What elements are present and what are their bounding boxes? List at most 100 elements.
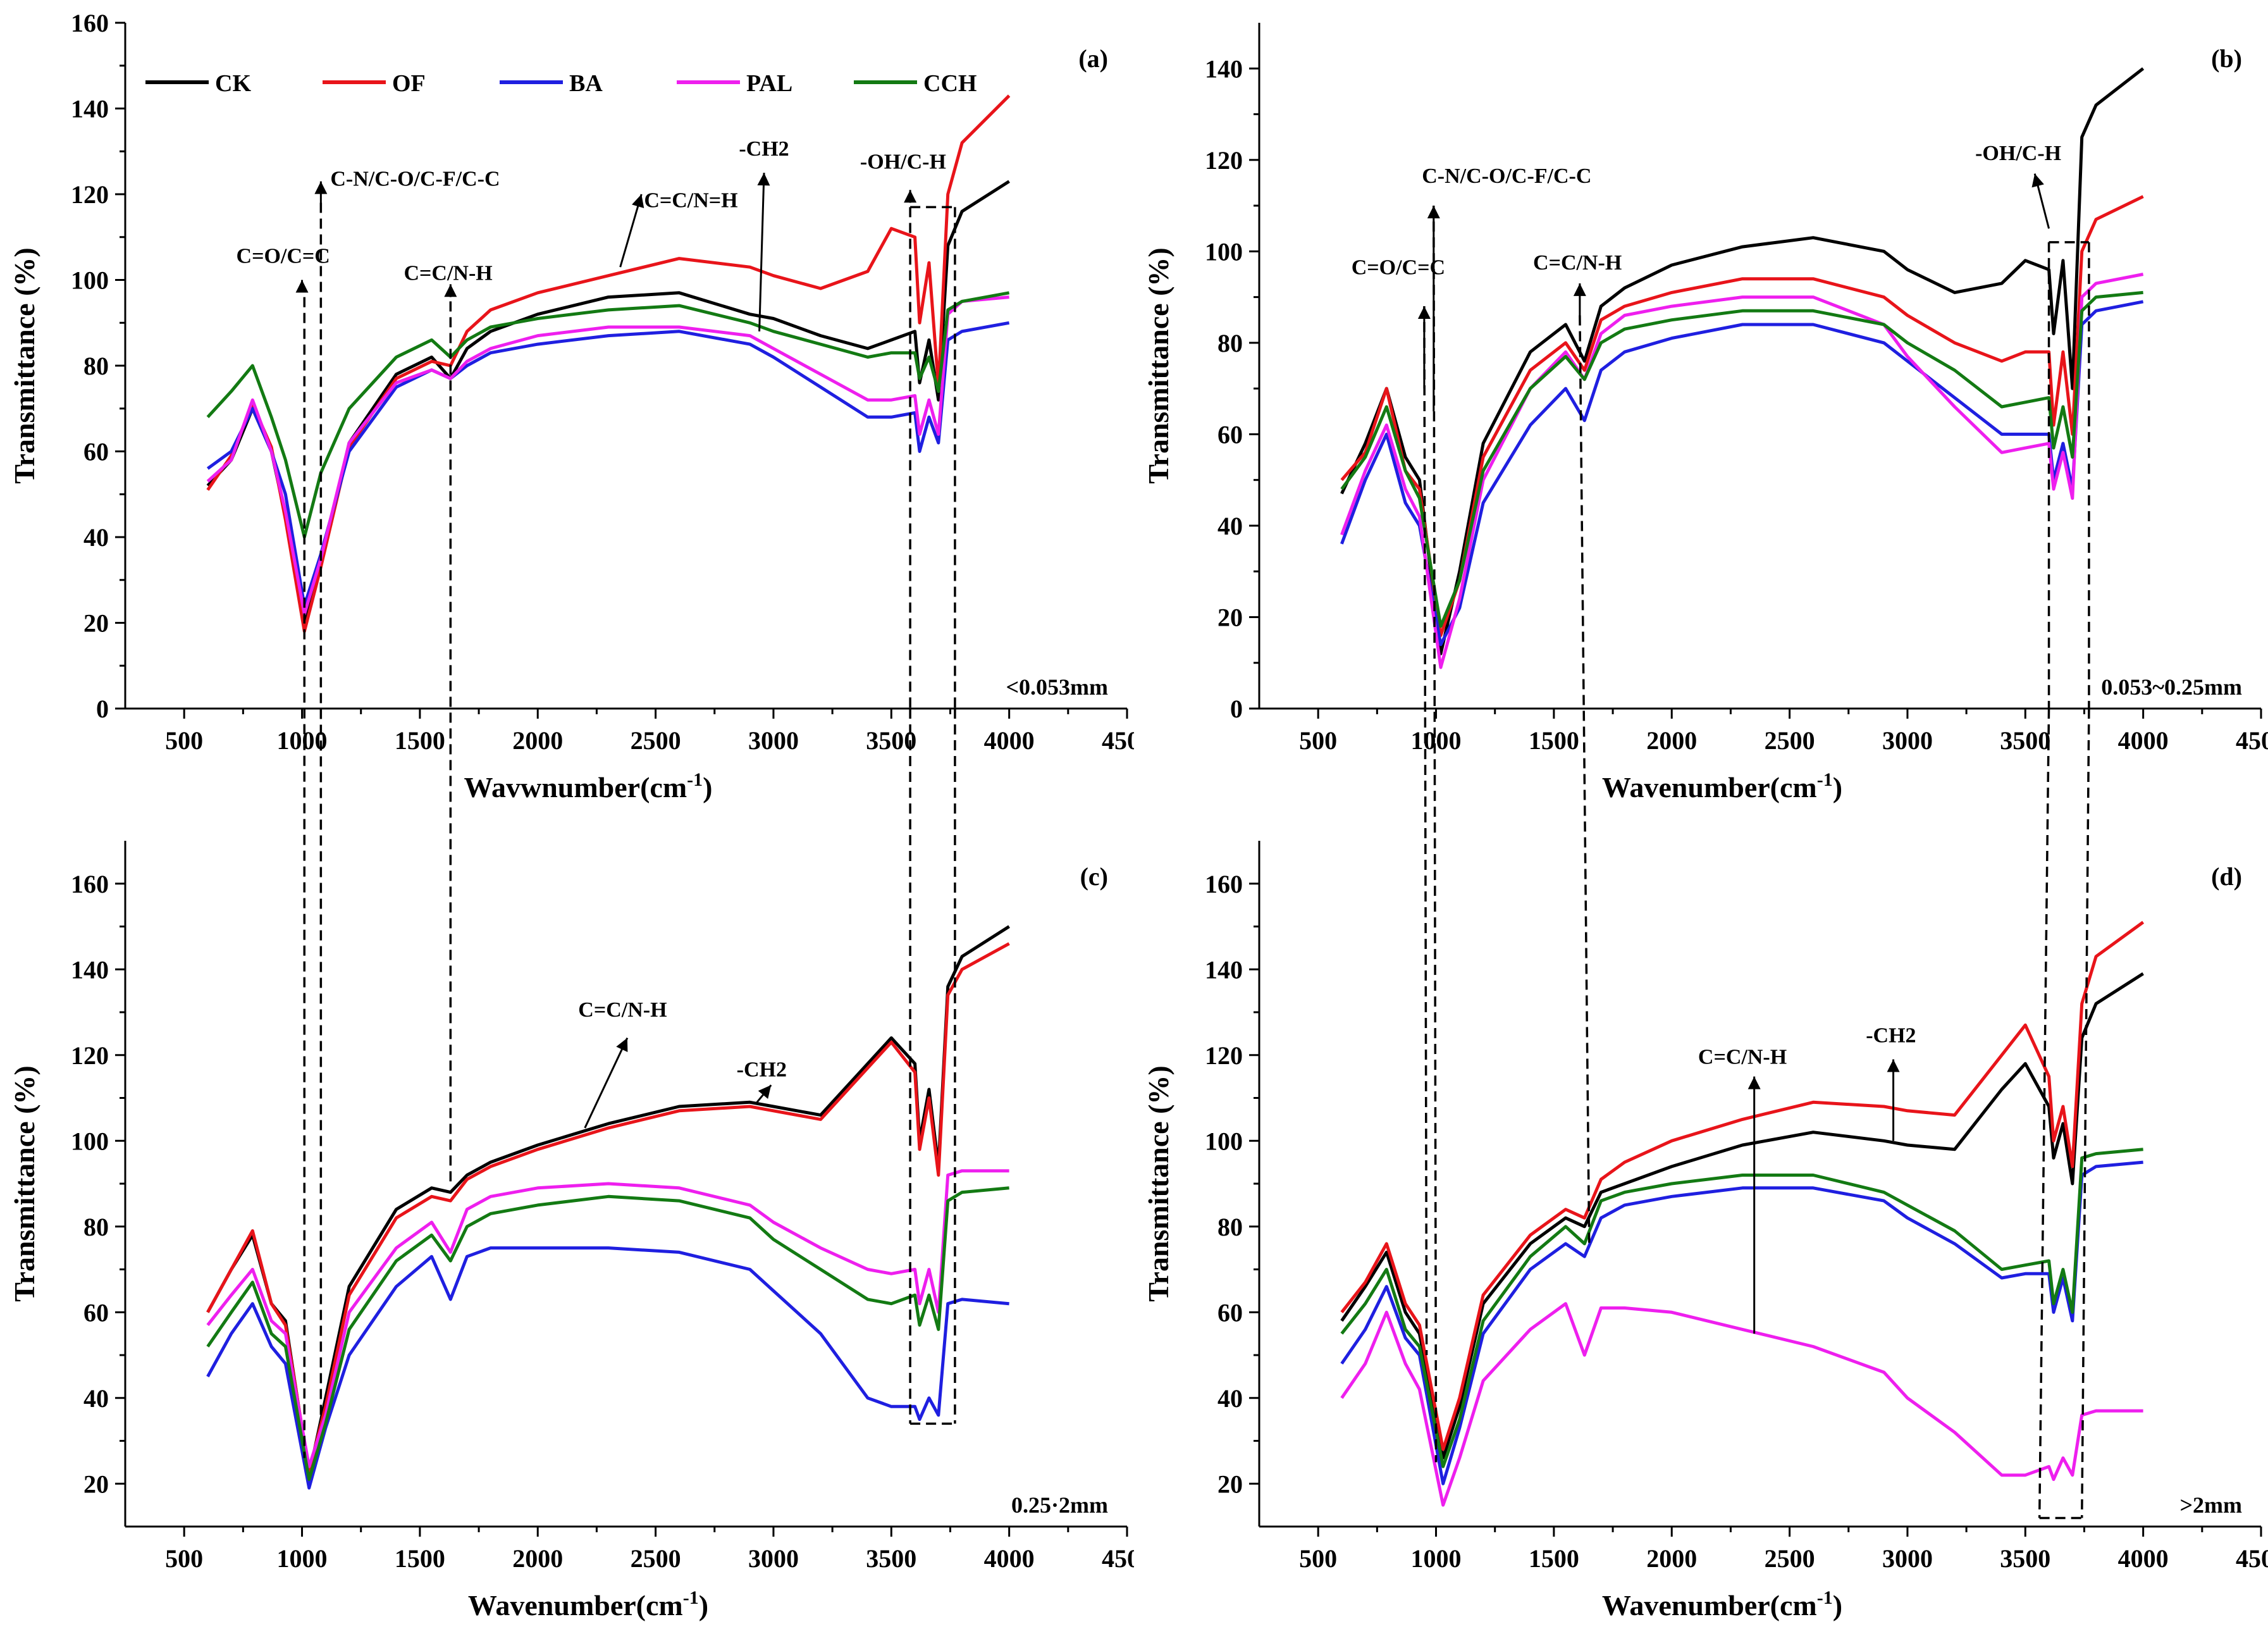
annotation-label: -OH/C-H	[1975, 142, 2061, 165]
y-tick-label: 100	[71, 266, 109, 295]
x-tick-label: 2500	[631, 1544, 681, 1573]
x-tick-label: 1000	[277, 726, 328, 755]
x-axis-title-sup: -1	[1817, 769, 1833, 790]
y-tick-label: 140	[71, 955, 109, 984]
y-tick-label: 160	[1205, 870, 1243, 898]
y-tick-label: 120	[71, 1041, 109, 1070]
x-axis-title: Wavenumber(cm-1)	[1602, 769, 1842, 803]
y-tick-label: 160	[71, 9, 109, 37]
series-pal-line	[1340, 273, 2144, 669]
annotation-arrowhead	[295, 280, 309, 293]
x-tick-label: 500	[1299, 726, 1337, 755]
y-axis-title: Transmittance (%)	[1142, 1065, 1174, 1301]
annotation-label: C=C/N-H	[1698, 1045, 1787, 1069]
panel-label: (b)	[2211, 44, 2242, 73]
annotation-label: C-N/C-O/C-F/C-C	[330, 167, 500, 190]
size-label: 0.053~0.25mm	[2101, 674, 2242, 700]
y-tick-label: 60	[1217, 1298, 1243, 1327]
y-tick-label: 40	[1217, 512, 1243, 540]
series-of-line	[206, 94, 1011, 633]
y-tick-label: 60	[83, 1298, 109, 1327]
x-tick-label: 3500	[866, 1544, 916, 1573]
annotation-label: C=C/N-H	[1533, 251, 1622, 275]
x-tick-label: 2000	[1646, 726, 1697, 755]
y-tick-label: 100	[1205, 1127, 1243, 1155]
y-tick-label: 120	[1205, 1041, 1243, 1070]
x-tick-label: 1000	[1411, 1544, 1462, 1573]
size-label: >2mm	[2180, 1492, 2243, 1518]
series-cch-line	[1340, 1148, 2143, 1468]
annotation-arrowhead	[616, 1038, 628, 1053]
legend-label-of: OF	[392, 70, 426, 97]
annotation-arrowhead	[444, 284, 457, 297]
x-tick-label: 2000	[512, 1544, 563, 1573]
y-tick-label: 0	[96, 695, 109, 723]
y-tick-label: 140	[1205, 54, 1243, 83]
annotation-arrowhead	[314, 181, 328, 194]
y-tick-label: 80	[83, 1213, 109, 1241]
annotation-arrowhead	[632, 194, 644, 208]
series-of-line	[206, 942, 1010, 1473]
x-tick-label: 500	[165, 726, 203, 755]
series-cch-line	[1340, 290, 2143, 628]
x-tick-label: 1000	[277, 1544, 328, 1573]
y-tick-label: 120	[71, 180, 109, 209]
size-label: <0.053mm	[1006, 674, 1109, 700]
y-tick-label: 40	[1217, 1384, 1243, 1413]
y-tick-label: 80	[83, 352, 109, 380]
y-tick-label: 20	[1217, 1470, 1243, 1498]
series-pal-line	[206, 1169, 1009, 1468]
legend-label-cch: CCH	[923, 70, 977, 97]
annotation-label: C=C/N=H	[644, 189, 737, 212]
annotation-label: -CH2	[737, 1058, 787, 1082]
annotation-label: -CH2	[739, 137, 789, 161]
y-tick-label: 20	[1217, 603, 1243, 631]
annotation-arrowhead	[1573, 283, 1586, 296]
x-tick-label: 3000	[748, 1544, 799, 1573]
x-tick-label: 2500	[1765, 1544, 1815, 1573]
y-tick-label: 20	[83, 609, 109, 638]
annotation-arrowhead	[904, 190, 917, 203]
annotation-label: C-N/C-O/C-F/C-C	[1422, 164, 1591, 188]
annotation-label: C=O/C=C	[237, 244, 330, 268]
x-tick-label: 2500	[631, 726, 681, 755]
y-tick-label: 0	[1230, 695, 1243, 723]
annotation-arrowhead	[2031, 173, 2044, 188]
x-tick-label: 3500	[866, 726, 916, 755]
y-tick-label: 100	[71, 1127, 109, 1155]
x-tick-label: 3500	[2000, 1544, 2050, 1573]
x-axis-title: Wavwnumber(cm-1)	[464, 769, 713, 803]
x-tick-label: 4000	[2118, 726, 2169, 755]
annotation-arrow	[758, 173, 765, 332]
x-axis-title-end: )	[1833, 771, 1842, 803]
x-axis-title-end: )	[699, 1589, 708, 1621]
x-tick-label: 2000	[1646, 1544, 1697, 1573]
x-axis-title-end: )	[703, 771, 712, 803]
annotation-arrowhead	[1427, 206, 1440, 219]
annotation-arrowhead	[1417, 306, 1431, 319]
panel-label: (d)	[2211, 862, 2242, 891]
series-pal-line	[206, 295, 1009, 616]
x-tick-label: 3500	[2000, 726, 2050, 755]
y-tick-label: 120	[1205, 146, 1243, 175]
series-ba-line	[206, 321, 1010, 607]
x-tick-label: 4000	[984, 726, 1035, 755]
x-tick-label: 4000	[984, 1544, 1035, 1573]
x-axis-title-sup: -1	[683, 1587, 699, 1608]
y-axis-title: Transmittance (%)	[1142, 247, 1174, 483]
y-tick-label: 20	[83, 1470, 109, 1498]
y-tick-label: 40	[83, 523, 109, 552]
series-ck-line	[1340, 972, 2144, 1460]
series-of-line	[1340, 920, 2145, 1451]
x-axis-title-end: )	[1833, 1589, 1842, 1621]
y-axis-title: Transmittance (%)	[8, 1065, 40, 1301]
x-tick-label: 1500	[395, 1544, 445, 1573]
annotation-label: C=C/N-H	[578, 998, 667, 1022]
x-tick-label: 500	[1299, 1544, 1337, 1573]
legend-label-ba: BA	[569, 70, 603, 97]
